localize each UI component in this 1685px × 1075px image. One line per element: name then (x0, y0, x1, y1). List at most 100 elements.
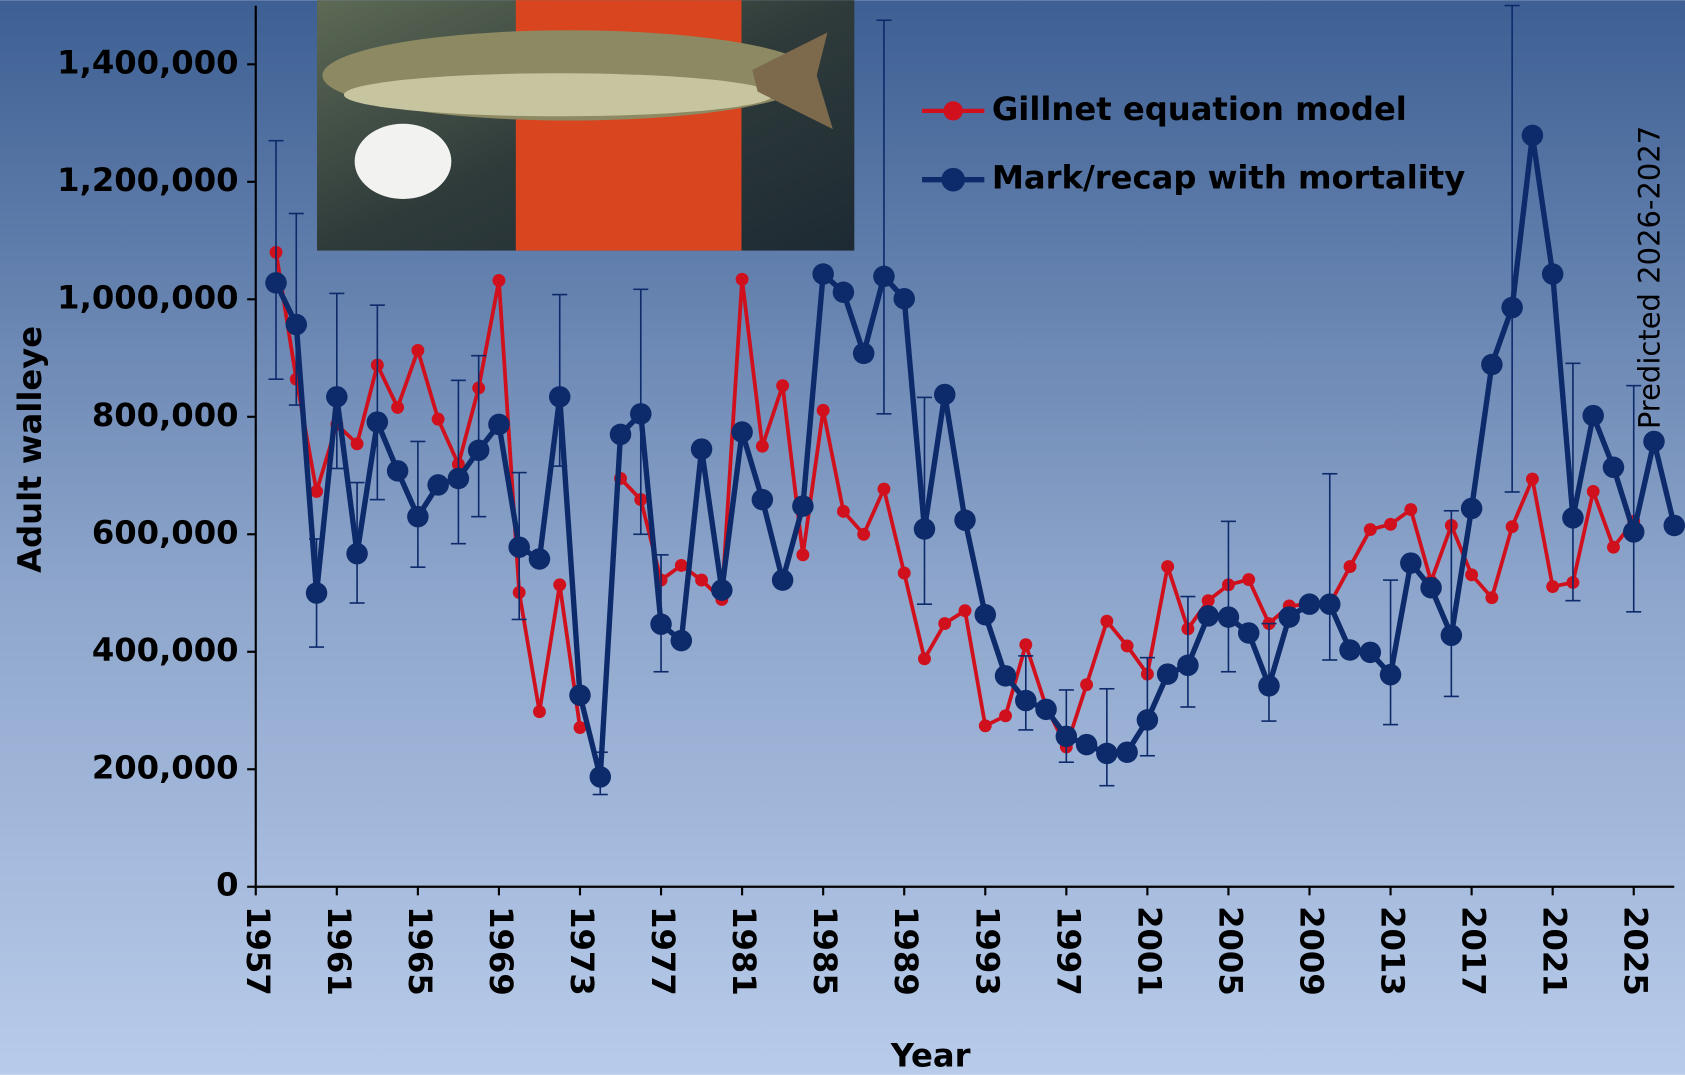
point (407, 505, 429, 528)
point (731, 421, 753, 443)
point (427, 474, 449, 496)
point (1379, 663, 1402, 686)
point (816, 403, 830, 417)
point (836, 504, 850, 518)
error-bar (1383, 579, 1399, 726)
error-bar (268, 139, 284, 380)
point (954, 509, 976, 531)
point (690, 438, 713, 460)
x-tick-label: 2009 (1292, 906, 1330, 996)
point (1161, 560, 1175, 574)
point (735, 272, 749, 286)
point (488, 413, 510, 436)
point (1055, 725, 1078, 748)
point (978, 719, 992, 733)
point (609, 423, 632, 446)
error-bar (1565, 362, 1581, 602)
point (711, 579, 733, 601)
series (269, 245, 1641, 754)
point (1197, 605, 1219, 627)
y-tick-label: 200,000 (92, 748, 239, 786)
point (974, 604, 997, 626)
legend-marker (943, 101, 963, 121)
x-tick-label: 2005 (1211, 906, 1249, 996)
x-tick-label: 2025 (1617, 906, 1655, 996)
point (918, 652, 931, 666)
point (1562, 507, 1584, 529)
series-line (273, 132, 1677, 780)
point (1363, 523, 1377, 537)
point (573, 721, 587, 734)
point (771, 569, 794, 591)
point (938, 617, 952, 631)
point (391, 400, 405, 414)
point (796, 548, 810, 562)
point (755, 439, 769, 453)
x-tick-label: 2021 (1536, 906, 1574, 996)
point (1602, 456, 1625, 479)
point (1237, 622, 1260, 644)
point (852, 342, 875, 365)
point (1217, 606, 1240, 628)
point (1582, 404, 1604, 427)
point (1643, 430, 1665, 453)
x-tick-label: 1961 (320, 906, 358, 996)
y-tick-label: 1,000,000 (57, 278, 238, 316)
point (630, 403, 652, 425)
point (528, 548, 551, 570)
error-bar (1261, 622, 1277, 722)
series (265, 4, 1685, 796)
point (346, 542, 368, 565)
error-bar (1220, 520, 1236, 673)
point (857, 527, 871, 541)
error-bar (471, 354, 487, 518)
point (1525, 472, 1539, 486)
point (792, 495, 814, 517)
error-bar (1180, 595, 1196, 708)
photo (317, 0, 855, 251)
y-tick-label: 1,400,000 (57, 43, 238, 81)
point (1120, 639, 1134, 653)
point (533, 705, 546, 719)
point (1116, 741, 1138, 763)
point (999, 709, 1012, 723)
point (1607, 540, 1620, 554)
point (431, 412, 445, 426)
point (1404, 503, 1418, 517)
x-tick-label: 1957 (239, 906, 277, 996)
point (1400, 552, 1422, 574)
point (994, 665, 1017, 687)
point (350, 437, 364, 451)
x-axis-title: Year (890, 1037, 971, 1075)
point (1465, 568, 1479, 582)
point (812, 263, 834, 285)
point (305, 582, 328, 604)
point (776, 379, 790, 393)
error-bar (1626, 384, 1642, 613)
point (285, 313, 308, 336)
error-bar (876, 19, 892, 415)
point (751, 488, 774, 511)
point (1278, 606, 1300, 628)
error-bar (1504, 4, 1520, 493)
x-tick-label: 2013 (1374, 906, 1412, 996)
y-axis-title: Adult walleye (11, 326, 49, 573)
y-tick-label: 400,000 (92, 631, 239, 669)
y-tick-label: 800,000 (92, 396, 239, 434)
point (695, 573, 709, 587)
point (650, 613, 672, 635)
point (893, 287, 915, 310)
point (1136, 709, 1159, 731)
point (386, 460, 409, 482)
point (1440, 624, 1463, 647)
point (1177, 654, 1199, 677)
x-tick-label: 1997 (1049, 906, 1087, 996)
point (1586, 484, 1600, 498)
y-tick-label: 1,200,000 (57, 161, 238, 199)
point (1080, 678, 1094, 692)
point (1100, 614, 1114, 628)
error-bar (1443, 509, 1459, 698)
point (1035, 698, 1057, 721)
point (897, 566, 911, 580)
